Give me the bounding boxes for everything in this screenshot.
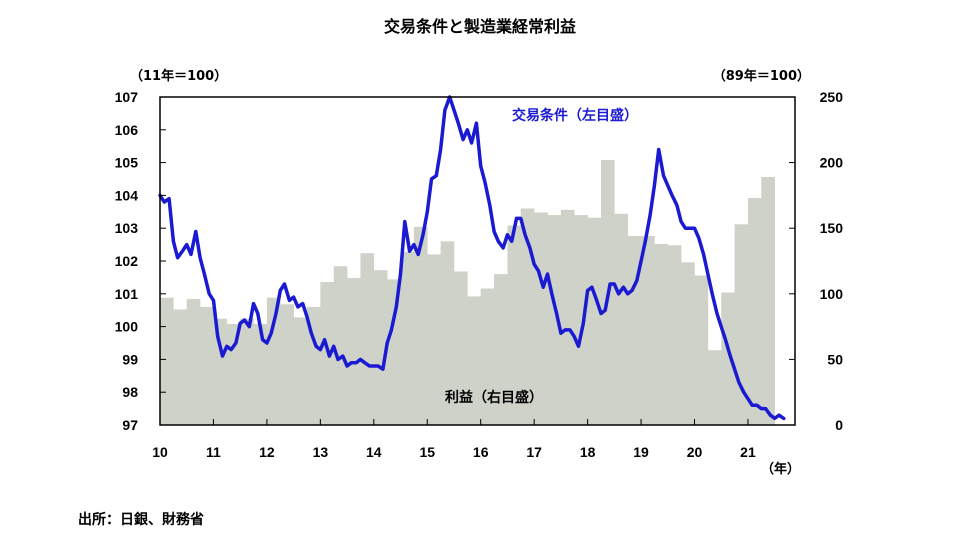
- profit-bar: [160, 297, 174, 425]
- profit-bar: [534, 212, 548, 425]
- profit-bar: [200, 306, 214, 425]
- x-tick-label: 15: [419, 444, 435, 460]
- right-tick-label: 50: [827, 351, 843, 367]
- profit-bar: [400, 251, 415, 425]
- profit-bar: [173, 309, 188, 425]
- profit-bar: [280, 304, 294, 425]
- profit-bar: [480, 288, 495, 425]
- x-axis-unit: （年）: [761, 461, 800, 477]
- x-tick-label: 11: [206, 444, 221, 460]
- line-series-label: 交易条件（左目盛）: [512, 107, 638, 124]
- x-tick-label: 14: [366, 444, 382, 460]
- profit-bar: [213, 318, 228, 425]
- x-tick-label: 20: [687, 444, 703, 460]
- profit-bar: [507, 225, 522, 425]
- right-axis-unit: （89年＝100）: [713, 68, 810, 84]
- right-tick-label: 250: [820, 89, 844, 105]
- profit-bar: [614, 213, 628, 425]
- left-tick-label: 106: [115, 122, 139, 138]
- profit-bar: [641, 236, 655, 425]
- left-tick-label: 103: [115, 220, 139, 236]
- profit-bar: [747, 198, 762, 425]
- left-tick-label: 98: [122, 384, 138, 400]
- source-note: 出所：日銀、財務省: [78, 511, 204, 528]
- left-tick-label: 104: [115, 187, 139, 203]
- profit-bar: [253, 323, 268, 425]
- profit-bar: [667, 245, 682, 425]
- profit-bar: [694, 275, 709, 425]
- profit-bar: [587, 217, 602, 425]
- left-tick-label: 100: [115, 319, 139, 335]
- profit-bar: [413, 226, 428, 425]
- x-tick-label: 19: [633, 444, 649, 460]
- profit-bar: [347, 278, 361, 425]
- left-tick-label: 105: [115, 155, 139, 171]
- left-tick-label: 107: [115, 89, 139, 105]
- right-tick-label: 150: [820, 220, 844, 236]
- right-tick-label: 200: [820, 155, 844, 171]
- profit-bar: [186, 299, 201, 425]
- profit-bar: [654, 243, 669, 425]
- right-axis: 250 200 150 100 50 0: [789, 89, 843, 433]
- profit-bar: [453, 271, 468, 425]
- profit-bar: [240, 318, 254, 425]
- x-axis: 10 11 12 13 14 15 16 17 18 19 20 21: [152, 419, 756, 460]
- profit-bar: [293, 317, 308, 425]
- profit-bar: [761, 177, 775, 425]
- x-tick-label: 13: [313, 444, 329, 460]
- x-tick-label: 18: [580, 444, 596, 460]
- bars-layer: [160, 159, 775, 425]
- profit-bar: [627, 236, 642, 425]
- profit-bar: [467, 296, 482, 425]
- profit-bar: [520, 208, 535, 425]
- line-layer: [158, 95, 786, 421]
- left-axis: 107 106 105 104 103 102 101 100 99 98 97: [115, 89, 166, 433]
- x-tick-label: 10: [152, 444, 168, 460]
- profit-bar: [547, 215, 562, 425]
- profit-bar: [494, 274, 508, 425]
- bars-series-label: 利益（右目盛）: [445, 389, 543, 406]
- profit-bar: [360, 253, 375, 425]
- profit-bar: [440, 241, 455, 425]
- profit-bar: [721, 292, 735, 425]
- chart-title: 交易条件と製造業経常利益: [384, 17, 576, 36]
- terms-of-trade-line: [158, 95, 786, 421]
- profit-bar: [306, 306, 321, 425]
- x-tick-label: 12: [259, 444, 275, 460]
- profit-bar: [427, 254, 441, 425]
- right-tick-label: 0: [835, 417, 843, 433]
- x-tick-label: 17: [526, 444, 542, 460]
- left-tick-label: 101: [115, 286, 139, 302]
- left-axis-unit: （11年＝100）: [130, 68, 227, 84]
- profit-bar: [707, 350, 722, 425]
- profit-bar: [333, 266, 348, 425]
- profit-bar: [560, 209, 575, 425]
- left-tick-label: 97: [122, 417, 138, 433]
- x-tick-label: 21: [740, 444, 756, 460]
- right-tick-label: 100: [820, 286, 844, 302]
- left-tick-label: 102: [115, 253, 139, 269]
- left-tick-label: 99: [122, 351, 138, 367]
- profit-bar: [373, 270, 388, 425]
- profit-bar: [574, 215, 588, 425]
- profit-bar: [681, 262, 695, 425]
- x-tick-label: 16: [473, 444, 489, 460]
- profit-bar: [387, 279, 401, 425]
